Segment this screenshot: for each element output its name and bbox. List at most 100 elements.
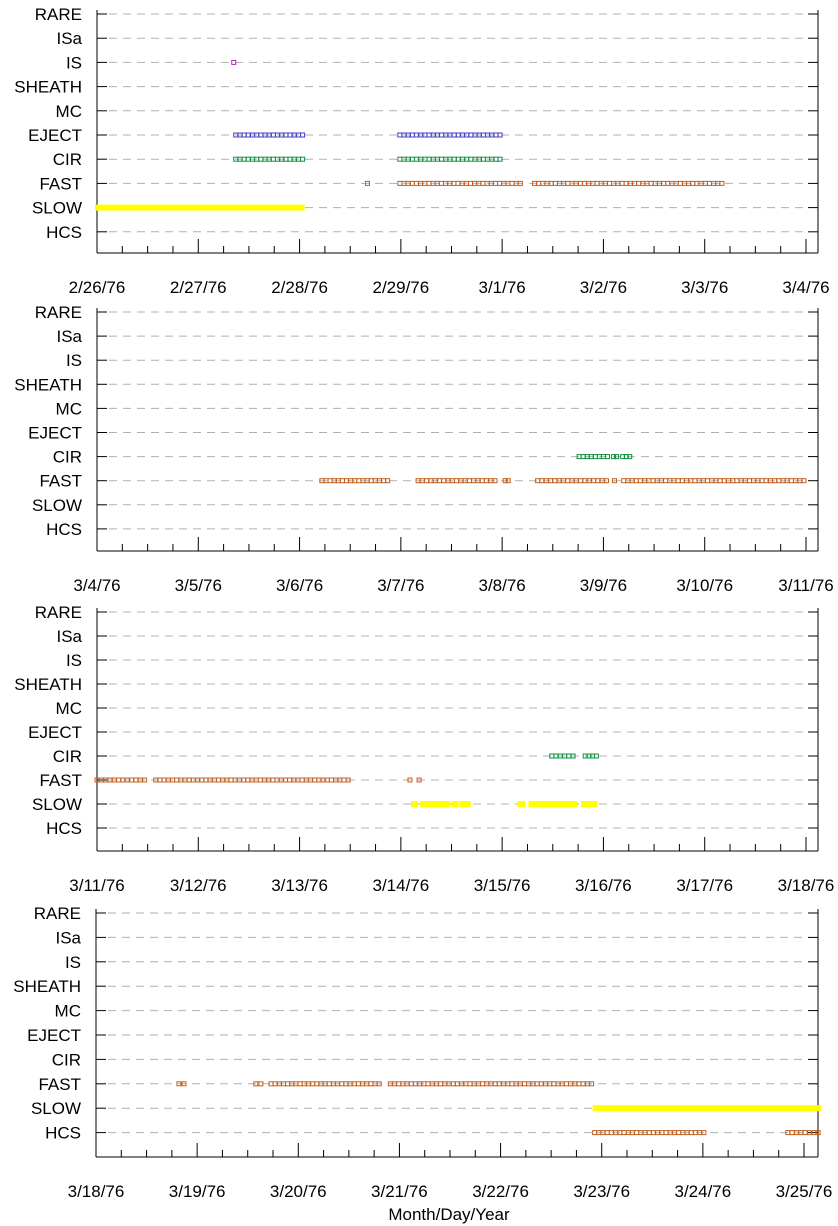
point-fast: [215, 777, 221, 783]
y-tick-label: IS: [66, 651, 82, 670]
panel-4: HCS SLOW FAST CIR EJECT MC SHEATH IS ISa RARE 3/18…: [13, 904, 832, 1201]
point-fast: [612, 478, 618, 484]
point-fast: [341, 777, 347, 783]
interval-cir: [549, 753, 576, 759]
x-tick-label: 3/23/76: [573, 1182, 630, 1201]
interval-is: [231, 59, 237, 65]
x-tick-label: 3/18/76: [68, 1182, 125, 1201]
point-fast: [368, 1081, 374, 1087]
x-tick-label: 3/3/76: [681, 278, 728, 297]
point-cir: [570, 753, 576, 759]
y-tick-label: SLOW: [32, 496, 82, 515]
y-tick-label: HCS: [45, 1124, 81, 1143]
interval-fast: [319, 478, 391, 484]
interval-cir: [233, 156, 306, 162]
x-axis-label: Month/Day/Year: [388, 1205, 510, 1224]
interval-slow: [517, 801, 526, 807]
y-tick-label: EJECT: [27, 1026, 81, 1045]
y-tick-label: MC: [56, 102, 82, 121]
point-cir: [627, 454, 633, 460]
point-fast: [607, 180, 613, 186]
point-fast: [270, 777, 276, 783]
y-tick-label: IS: [66, 351, 82, 370]
point-eject: [397, 132, 403, 138]
point-fast: [648, 180, 654, 186]
point-fast: [257, 777, 263, 783]
x-tick-label: 3/8/76: [479, 576, 526, 595]
point-fast: [116, 777, 122, 783]
point-fast: [253, 1081, 259, 1087]
point-fast: [505, 478, 511, 484]
y-tick-label: SHEATH: [13, 977, 81, 996]
point-eject: [258, 132, 264, 138]
point-hcs: [815, 1130, 821, 1136]
x-tick-label: 2/26/76: [69, 278, 126, 297]
interval-slow: [581, 801, 598, 807]
x-tick-label: 3/16/76: [575, 876, 632, 895]
point-eject: [300, 132, 306, 138]
point-fast: [355, 1081, 361, 1087]
interval-slow: [459, 801, 471, 807]
point-fast: [663, 478, 669, 484]
interval-fast: [535, 478, 609, 484]
point-fast: [376, 1081, 382, 1087]
point-hcs: [663, 1130, 669, 1136]
point-fast: [176, 1081, 182, 1087]
point-fast: [364, 180, 370, 186]
y-tick-label: EJECT: [28, 723, 82, 742]
y-tick-label: CIR: [53, 747, 82, 766]
point-cir: [468, 156, 474, 162]
point-cir: [300, 156, 306, 162]
point-fast: [522, 1081, 528, 1087]
y-tick-label: ISa: [56, 627, 82, 646]
point-hcs: [789, 1130, 795, 1136]
point-fast: [467, 1081, 473, 1087]
y-tick-label: IS: [66, 53, 82, 72]
y-tick-label: SHEATH: [14, 675, 82, 694]
interval-hcs: [785, 1130, 821, 1136]
point-cir: [592, 454, 598, 460]
x-tick-label: 3/1/76: [479, 278, 526, 297]
point-hcs: [676, 1130, 682, 1136]
point-fast: [312, 777, 318, 783]
interval-cir: [397, 156, 503, 162]
x-tick-label: 3/15/76: [474, 876, 531, 895]
point-fast: [621, 478, 627, 484]
x-tick-label: 3/18/76: [778, 876, 835, 895]
y-tick-label: RARE: [35, 5, 82, 24]
point-eject: [497, 132, 503, 138]
point-fast: [299, 777, 305, 783]
point-hcs: [634, 1130, 640, 1136]
point-cir: [580, 454, 586, 460]
interval-fast: [407, 777, 413, 783]
x-tick-label: 3/7/76: [377, 576, 424, 595]
point-eject: [480, 132, 486, 138]
point-fast: [509, 180, 515, 186]
point-fast: [603, 478, 609, 484]
x-tick-label: 3/5/76: [175, 576, 222, 595]
interval-fast: [397, 180, 523, 186]
point-cir: [480, 156, 486, 162]
panel-1: HCS SLOW FAST CIR EJECT MC SHEATH IS ISa RARE 2/26…: [14, 5, 829, 297]
point-fast: [719, 180, 725, 186]
interval-fast: [153, 777, 351, 783]
y-tick-label: ISa: [56, 327, 82, 346]
point-fast: [706, 180, 712, 186]
y-tick-label: HCS: [46, 819, 82, 838]
interval-fast: [387, 1081, 595, 1087]
point-eject: [468, 132, 474, 138]
interval-cir: [611, 454, 620, 460]
point-fast: [425, 1081, 431, 1087]
point-cir: [611, 454, 617, 460]
point-fast: [285, 1081, 291, 1087]
interval-fast: [621, 478, 807, 484]
point-fast: [594, 180, 600, 186]
point-fast: [345, 777, 351, 783]
y-tick-label: RARE: [35, 603, 82, 622]
y-tick-label: IS: [65, 953, 81, 972]
panel-2: HCS SLOW FAST CIR EJECT MC SHEATH IS ISa RARE 3/4/…: [14, 303, 833, 595]
x-tick-label: 3/24/76: [674, 1182, 731, 1201]
x-tick-label: 3/14/76: [372, 876, 429, 895]
point-hcs: [621, 1130, 627, 1136]
